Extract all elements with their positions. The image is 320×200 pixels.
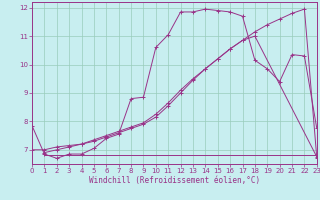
X-axis label: Windchill (Refroidissement éolien,°C): Windchill (Refroidissement éolien,°C) <box>89 176 260 185</box>
